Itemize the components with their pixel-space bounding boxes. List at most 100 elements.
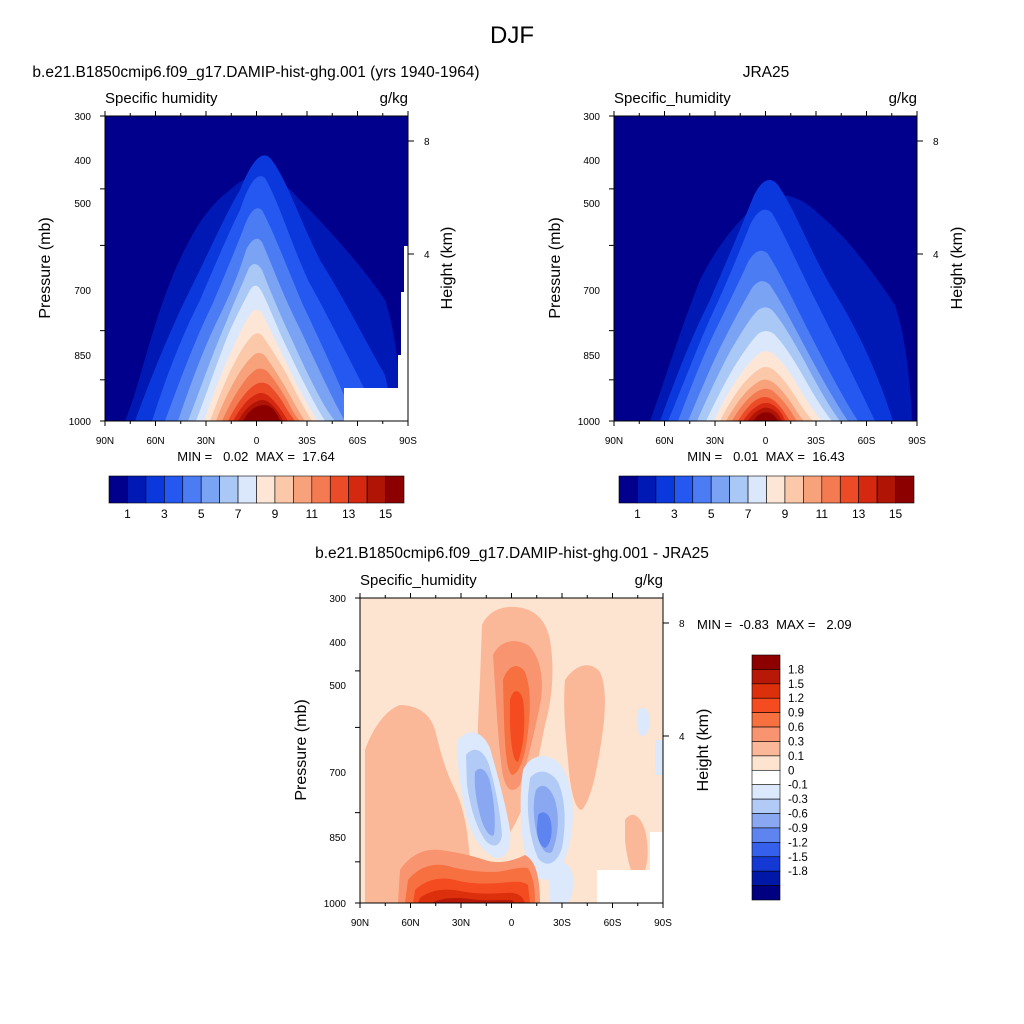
colorbar-label: 1.5: [788, 679, 804, 691]
x-tick-label: 60N: [655, 436, 673, 447]
height-tick-label: 4: [933, 250, 939, 261]
panel-obs: JRA25 Specific_humidity g/kg 90N 60N 30N: [547, 64, 966, 521]
panel-diff-units-label: g/kg: [635, 572, 663, 589]
panel-diff-y-ticks: 300 400 500 700 850 1000: [324, 594, 347, 910]
colorbar-label: 13: [852, 507, 866, 521]
colorbar-label: 5: [198, 507, 205, 521]
panel-diff-min-max: MIN = -0.83 MAX = 2.09: [697, 617, 852, 632]
panel-model-x-ticks: 90N 60N 30N 0 30S 60S 90S: [96, 436, 417, 447]
x-tick-label: 60S: [604, 918, 622, 929]
panel-model-height-axis-label: Height (km): [439, 227, 456, 310]
colorbar-label: 1.2: [788, 693, 804, 705]
colorbar-swatch: [385, 475, 405, 504]
colorbar-swatch: [256, 475, 276, 504]
colorbar-swatch: [219, 475, 239, 504]
colorbar-swatch: [329, 475, 349, 504]
colorbar-swatch: [876, 475, 896, 504]
x-tick-label: 0: [254, 436, 260, 447]
colorbar-swatch: [839, 475, 859, 504]
colorbar-swatch: [751, 697, 781, 713]
colorbar-label: 3: [161, 507, 168, 521]
y-tick-label: 500: [329, 681, 346, 692]
panel-model-y-ticks: 300 400 500 700 850 1000: [69, 112, 92, 428]
panel-diff-colorbar: 1.8 1.5 1.2 0.9 0.6 0.3 0.1 0 -0.1 -0.3 -0.6 -0.9 -1…: [751, 654, 808, 901]
panel-model-y-axis-label: Pressure (mb): [37, 217, 54, 318]
colorbar-swatch: [751, 856, 781, 872]
height-tick-label: 8: [933, 137, 939, 148]
colorbar-swatch: [164, 475, 184, 504]
y-tick-label: 850: [74, 351, 91, 362]
colorbar-swatch: [274, 475, 294, 504]
height-tick-label: 8: [424, 137, 430, 148]
colorbar-swatch: [751, 755, 781, 771]
colorbar-swatch: [237, 475, 257, 504]
panel-diff-variable-label: Specific_humidity: [360, 572, 477, 589]
panel-model-units-label: g/kg: [380, 90, 408, 107]
x-tick-label: 90N: [351, 918, 369, 929]
x-tick-label: 60S: [858, 436, 876, 447]
colorbar-swatch: [751, 683, 781, 699]
colorbar-swatch: [293, 475, 313, 504]
colorbar-swatch: [366, 475, 386, 504]
panel-model-colorbar: 1 3 5 7 9 11 13 15: [108, 475, 405, 521]
colorbar-swatch: [618, 475, 638, 504]
x-tick-label: 30S: [298, 436, 316, 447]
y-tick-label: 700: [74, 286, 91, 297]
colorbar-label: 5: [708, 507, 715, 521]
y-tick-label: 400: [583, 156, 600, 167]
x-tick-label: 90S: [908, 436, 926, 447]
colorbar-swatch: [751, 769, 781, 786]
colorbar-swatch: [751, 726, 781, 742]
panel-obs-height-axis-label: Height (km): [949, 227, 966, 310]
colorbar-label: 15: [889, 507, 903, 521]
x-tick-label: 90S: [654, 918, 672, 929]
colorbar-swatch: [655, 475, 675, 504]
colorbar-swatch: [751, 654, 781, 670]
colorbar-label: 0.1: [788, 751, 804, 763]
height-tick-label: 8: [679, 619, 685, 630]
colorbar-swatch: [751, 784, 781, 800]
y-tick-label: 300: [74, 112, 91, 123]
x-tick-label: 30N: [197, 436, 215, 447]
panel-diff-contour-field: [360, 598, 663, 903]
colorbar-swatch: [751, 813, 781, 829]
panel-obs-title: JRA25: [743, 64, 790, 81]
panel-model-right-ticks: 8 4: [424, 137, 430, 261]
colorbar-swatch: [751, 712, 781, 728]
colorbar-label: -1.8: [788, 866, 808, 878]
colorbar-label: 0.3: [788, 736, 804, 748]
colorbar-label: -0.1: [788, 780, 808, 792]
panel-obs-units-label: g/kg: [889, 90, 917, 107]
panel-obs-contour-field: [614, 116, 917, 421]
panel-model-variable-label: Specific humidity: [105, 90, 218, 107]
colorbar-swatch: [674, 475, 694, 504]
x-tick-label: 30S: [553, 918, 571, 929]
y-tick-label: 400: [329, 638, 346, 649]
height-tick-label: 4: [424, 250, 430, 261]
y-tick-label: 700: [583, 286, 600, 297]
colorbar-swatch: [751, 741, 781, 757]
colorbar-swatch: [821, 475, 841, 504]
panel-obs-variable-label: Specific_humidity: [614, 90, 731, 107]
panel-obs-x-ticks: 90N 60N 30N 0 30S 60S 90S: [605, 436, 926, 447]
x-tick-label: 90S: [399, 436, 417, 447]
colorbar-swatch: [751, 885, 781, 901]
panel-obs-right-ticks: 8 4: [933, 137, 939, 261]
panel-diff-y-axis-label: Pressure (mb): [293, 699, 310, 800]
x-tick-label: 60N: [146, 436, 164, 447]
panel-obs-min-max: MIN = 0.01 MAX = 16.43: [687, 449, 845, 464]
y-tick-label: 500: [74, 199, 91, 210]
panel-model-title: b.e21.B1850cmip6.f09_g17.DAMIP-hist-ghg.…: [32, 64, 479, 81]
colorbar-label: 11: [816, 507, 829, 521]
colorbar-swatch: [145, 475, 165, 504]
y-tick-label: 850: [329, 833, 346, 844]
colorbar-label: 9: [272, 507, 279, 521]
colorbar-label: 3: [671, 507, 678, 521]
axis-tick-marks: [100, 111, 409, 426]
colorbar-swatch: [348, 475, 368, 504]
y-tick-label: 700: [329, 768, 346, 779]
panel-model: b.e21.B1850cmip6.f09_g17.DAMIP-hist-ghg.…: [32, 64, 479, 521]
colorbar-swatch: [692, 475, 712, 504]
colorbar-swatch: [747, 475, 767, 504]
colorbar-swatch: [751, 842, 781, 858]
